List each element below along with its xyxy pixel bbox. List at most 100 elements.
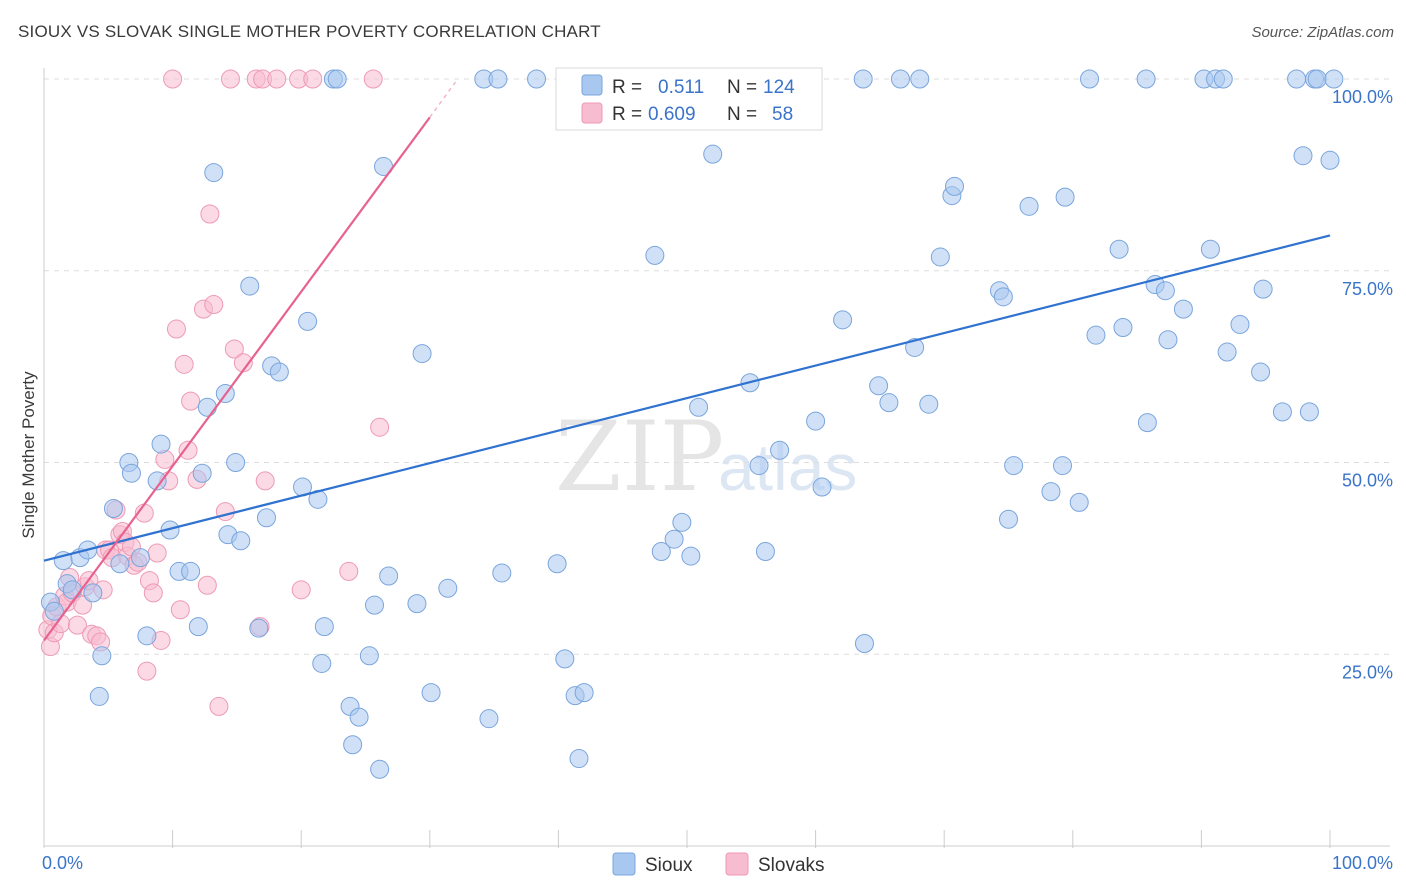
sioux-point [226, 453, 246, 472]
sioux-point [999, 509, 1018, 529]
sioux-point [1109, 239, 1129, 259]
sioux-point [327, 69, 347, 89]
legend-n-label-sioux: N = [727, 77, 757, 98]
slovak-point [174, 354, 194, 374]
slovak-point [224, 339, 244, 359]
legend-swatch-sioux [581, 74, 603, 96]
legend-n-label-slovak: N = [727, 104, 757, 125]
sioux-point [1287, 69, 1307, 89]
sioux-point [919, 394, 939, 414]
y-axis-label: Single Mother Poverty [19, 371, 38, 539]
y-tick-label: 75.0% [1342, 279, 1393, 299]
sioux-point [854, 634, 874, 654]
sioux-point [192, 463, 212, 483]
slovak-point [170, 600, 190, 620]
sioux-point [1086, 325, 1106, 345]
series-legend: Sioux Slovaks [612, 852, 825, 876]
sioux-point [1253, 279, 1273, 299]
sioux-point [555, 649, 575, 669]
sioux-point [83, 583, 103, 603]
sioux-point [1004, 456, 1024, 476]
sioux-point [147, 471, 167, 491]
sioux-point [103, 499, 123, 519]
sioux-point [806, 411, 826, 431]
trend-lines [43, 81, 1331, 642]
sioux-point [44, 601, 64, 621]
sioux-point [492, 563, 512, 583]
sioux-point [1041, 482, 1061, 502]
sioux-point [1293, 146, 1313, 166]
series-swatch-sioux [612, 852, 636, 876]
sioux-point [204, 163, 224, 183]
sioux-point [993, 287, 1013, 307]
slovak-point [303, 69, 323, 89]
y-tick-label: 50.0% [1342, 471, 1393, 491]
sioux-point [421, 683, 441, 703]
legend-r-sioux: 0.511 [658, 77, 704, 98]
slovak-point [267, 69, 287, 89]
sioux-point [256, 508, 276, 528]
slovak-point [220, 69, 240, 89]
series-swatch-slovaks [725, 852, 749, 876]
sioux-point [438, 578, 458, 598]
x-tick-label-min: 0.0% [42, 853, 83, 873]
slovak-point [197, 575, 217, 595]
sioux-point [298, 311, 318, 331]
sioux-point [269, 362, 289, 382]
sioux-point [365, 595, 385, 615]
slovak-point [73, 595, 93, 615]
sioux-point [944, 176, 964, 196]
sioux-point [1320, 150, 1340, 170]
sioux-point [92, 646, 112, 666]
sioux-point [197, 397, 217, 417]
sioux-point [547, 554, 567, 574]
sioux-point [89, 686, 109, 706]
slovak-point [166, 319, 186, 339]
sioux-point [703, 144, 723, 164]
slovak-trend-line [43, 116, 431, 642]
slovak-point [67, 615, 87, 635]
slovak-point [291, 580, 311, 600]
sioux-point [1137, 413, 1157, 433]
sioux-point [770, 440, 790, 460]
sioux-point [755, 541, 775, 561]
sioux-point [664, 529, 684, 549]
slovak-point [181, 391, 201, 411]
slovak-trend-extension [429, 81, 457, 118]
series-label-sioux: Sioux [645, 855, 693, 876]
sioux-point [249, 618, 269, 638]
sioux-point [1251, 362, 1271, 382]
legend-r-label-slovak: R = [612, 104, 642, 125]
source-label: Source: ZipAtlas.com [1251, 24, 1394, 41]
sioux-point [488, 69, 508, 89]
sioux-point [651, 541, 671, 561]
sioux-point [314, 617, 334, 637]
y-tick-label: 100.0% [1332, 87, 1393, 107]
y-tick-label: 25.0% [1342, 662, 1393, 682]
slovak-point [209, 696, 229, 716]
sioux-point [689, 397, 709, 417]
sioux-point [1155, 281, 1175, 301]
slovak-point [147, 543, 167, 563]
legend-swatch-slovak [581, 102, 603, 124]
legend-r-slovak: 0.609 [648, 104, 696, 125]
sioux-point [110, 554, 130, 574]
sioux-point [645, 245, 665, 265]
sioux-point [407, 594, 427, 614]
sioux-point [312, 653, 332, 673]
sioux-point [379, 566, 399, 586]
slovak-point [143, 583, 163, 603]
slovak-point [137, 661, 157, 681]
sioux-point [1213, 69, 1233, 89]
sioux-point [869, 376, 889, 396]
sioux-point [1307, 69, 1327, 89]
sioux-point [672, 512, 692, 532]
axes [43, 68, 1390, 848]
sioux-point [930, 247, 950, 267]
watermark-zip: ZIP [555, 401, 724, 513]
slovak-point [363, 69, 383, 89]
sioux-point [349, 707, 369, 727]
sioux-trend-line [43, 234, 1331, 562]
slovak-point [370, 417, 390, 437]
